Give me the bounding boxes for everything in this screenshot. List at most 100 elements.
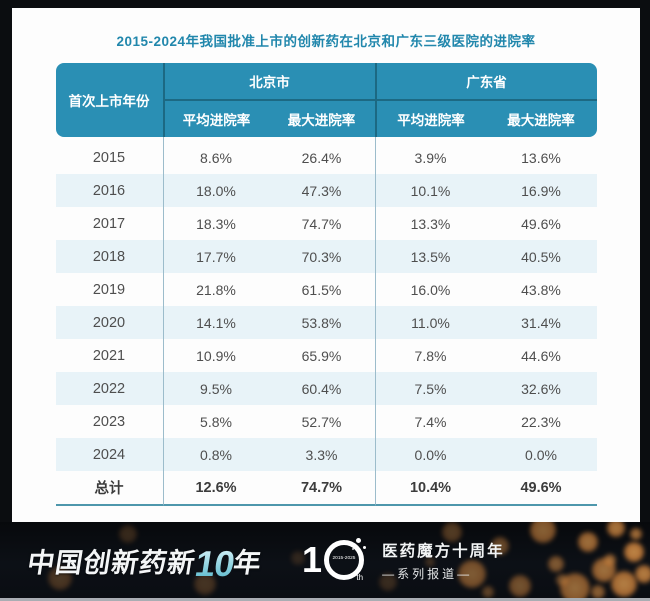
bokeh-dot <box>291 551 305 565</box>
banner-content: 中国创新药新10年 1 2015-2025 th 医药魔方十周年 —系列报道— <box>0 522 650 598</box>
page-title: 2015-2024年我国批准上市的创新药在北京和广东三级医院的进院率 <box>116 34 536 49</box>
bokeh-dot <box>379 573 397 591</box>
value-cell: 10.9% <box>162 339 269 372</box>
year-cell: 2021 <box>92 347 126 364</box>
table-row: 2019 21.8% 61.5% 16.0% 43.8% <box>56 273 597 306</box>
admission-rate-table: 首次上市年份 北京市 广东省 平均进院率 最大进院率 平均进院率 最大进院率 2… <box>55 63 597 506</box>
value-cell: 10.4% <box>374 471 486 506</box>
table-row: 2017 18.3% 74.7% 13.3% 49.6% <box>56 207 597 240</box>
table-row: 2016 18.0% 47.3% 10.1% 16.9% <box>55 174 597 207</box>
year-cell: 总计 <box>55 471 163 506</box>
bokeh-dot <box>491 537 509 555</box>
value-cell: 7.4% <box>374 405 486 438</box>
value-cell: 43.8% <box>521 281 561 298</box>
bokeh-dot <box>458 560 486 588</box>
value-cell: 16.9% <box>485 174 597 207</box>
value-cell: 9.5% <box>162 372 269 405</box>
value-cell: 13.3% <box>374 207 486 240</box>
bokeh-dot <box>630 528 642 540</box>
logo-years: 2015-2025 <box>332 555 356 561</box>
year-cell: 2017 <box>92 215 126 232</box>
content-card: 2015-2024年我国批准上市的创新药在北京和广东三级医院的进院率 首次上市年… <box>12 8 640 522</box>
value-cell: 12.6% <box>162 471 269 506</box>
value-cell: 11.0% <box>374 306 486 339</box>
year-cell: 2024 <box>55 438 163 471</box>
bokeh-dot <box>509 575 531 597</box>
table-row: 2023 5.8% 52.7% 7.4% 22.3% <box>56 405 597 438</box>
value-cell: 31.4% <box>485 306 597 339</box>
bokeh-dot <box>611 571 637 597</box>
value-cell: 32.6% <box>485 372 597 405</box>
campaign-slogan: 中国创新药新10年 <box>25 541 265 584</box>
value-cell: 61.5% <box>301 281 342 298</box>
footer-banner: 中国创新药新10年 1 2015-2025 th 医药魔方十周年 —系列报道— <box>0 522 650 598</box>
value-cell: 74.7% <box>268 471 375 506</box>
bokeh-dot <box>194 573 216 595</box>
value-cell: 53.8% <box>268 306 375 339</box>
header-group-beijing: 北京市 <box>162 63 375 101</box>
value-cell: 26.4% <box>301 149 342 166</box>
tenth-anniversary-logo-icon: 1 2015-2025 th <box>302 538 367 582</box>
spacer-cell <box>162 137 269 141</box>
bokeh-dot <box>119 525 137 543</box>
table-total-row: 总计 12.6% 74.7% 10.4% 49.6% <box>55 471 597 506</box>
slogan-number: 10 <box>192 542 237 584</box>
bokeh-dot <box>482 586 494 598</box>
value-cell: 5.8% <box>162 405 269 438</box>
value-cell: 40.5% <box>485 240 597 273</box>
bokeh-dot <box>591 585 605 598</box>
header-year: 首次上市年份 <box>55 63 163 137</box>
value-cell: 16.0% <box>374 273 486 306</box>
value-cell: 0.0% <box>374 438 486 471</box>
value-cell: 52.7% <box>301 413 342 430</box>
value-cell: 18.3% <box>162 207 269 240</box>
table-header: 首次上市年份 北京市 广东省 平均进院率 最大进院率 平均进院率 最大进院率 <box>55 63 597 137</box>
value-cell: 3.9% <box>374 141 486 174</box>
value-cell: 74.7% <box>301 215 342 232</box>
header-gd-avg: 平均进院率 <box>374 101 486 137</box>
value-cell: 0.8% <box>162 438 269 471</box>
value-cell: 10.1% <box>374 174 486 207</box>
year-cell: 2022 <box>55 372 163 405</box>
value-cell: 49.6% <box>521 215 561 232</box>
value-cell: 13.6% <box>521 149 561 166</box>
value-cell: 8.6% <box>162 141 269 174</box>
header-bj-avg: 平均进院率 <box>162 101 269 137</box>
bokeh-dot <box>442 522 462 542</box>
header-gd-max: 最大进院率 <box>485 101 597 137</box>
table-row: 2018 17.7% 70.3% 13.5% 40.5% <box>55 240 597 273</box>
bokeh-dot <box>635 565 650 583</box>
slogan-prefix: 中国创新药新 <box>25 547 198 578</box>
table-row: 2015 8.6% 26.4% 3.9% 13.6% <box>56 141 597 174</box>
logo-ring-icon: 2015-2025 th <box>324 540 365 582</box>
logo-th-suffix: th <box>356 573 364 582</box>
year-cell: 2020 <box>55 306 163 339</box>
year-cell: 2018 <box>55 240 163 273</box>
value-cell: 70.3% <box>268 240 375 273</box>
table-body: 2015 8.6% 26.4% 3.9% 13.6% 2016 18.0% 47.3% 10.1… <box>55 137 597 506</box>
publisher-name: 医药魔方十周年 <box>382 542 505 560</box>
value-cell: 7.5% <box>374 372 486 405</box>
value-cell: 18.0% <box>162 174 269 207</box>
value-cell: 21.8% <box>162 273 269 306</box>
year-cell: 2015 <box>92 149 126 166</box>
bokeh-dot <box>425 557 435 567</box>
value-cell: 0.0% <box>485 438 597 471</box>
value-cell: 13.5% <box>374 240 486 273</box>
slogan-suffix: 年 <box>231 547 265 578</box>
year-cell: 2016 <box>55 174 163 207</box>
spacer-cell <box>374 137 486 141</box>
bokeh-dot <box>530 522 556 543</box>
year-cell: 2023 <box>92 413 126 430</box>
table-row: 2022 9.5% 60.4% 7.5% 32.6% <box>55 372 597 405</box>
year-cell: 2019 <box>92 281 126 298</box>
bokeh-dot <box>48 566 72 590</box>
value-cell: 47.3% <box>268 174 375 207</box>
bokeh-dot <box>548 556 564 572</box>
header-group-guangdong: 广东省 <box>374 63 597 101</box>
value-cell: 65.9% <box>301 347 342 364</box>
value-cell: 49.6% <box>485 471 597 506</box>
bokeh-dot <box>624 542 644 562</box>
value-cell: 44.6% <box>521 347 561 364</box>
